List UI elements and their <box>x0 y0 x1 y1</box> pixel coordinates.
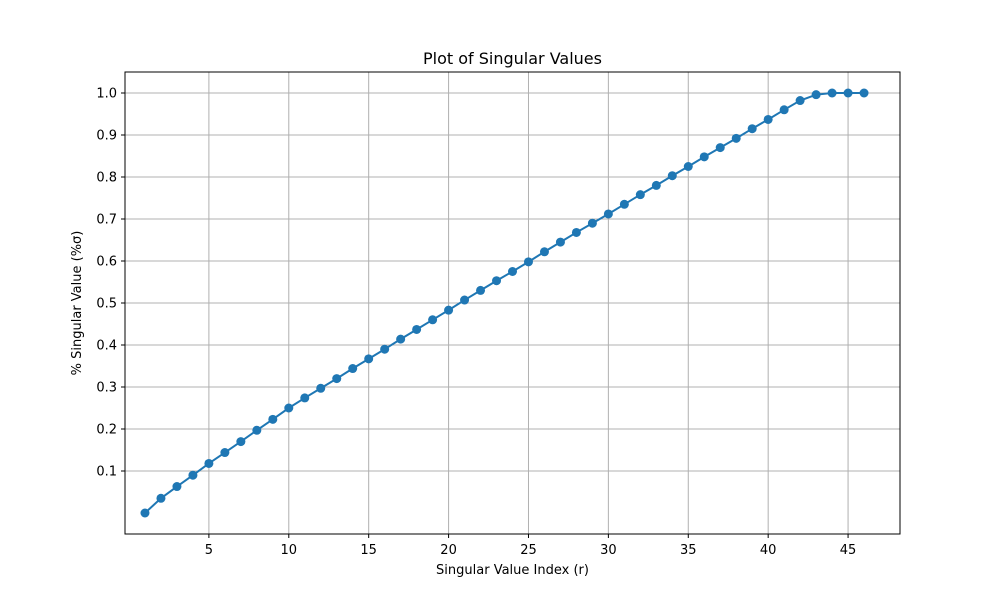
data-point <box>715 143 725 153</box>
data-point <box>827 88 837 98</box>
data-point <box>508 267 517 276</box>
data-point <box>492 276 502 286</box>
chart-title: Plot of Singular Values <box>423 49 602 68</box>
data-point <box>795 96 805 106</box>
x-tick-label: 20 <box>440 543 457 558</box>
data-point <box>380 344 390 354</box>
data-point <box>747 124 757 134</box>
data-point <box>731 133 741 143</box>
data-point <box>220 448 230 458</box>
y-tick-label: 1.0 <box>96 87 117 102</box>
series-layer <box>140 88 869 518</box>
data-point <box>539 247 549 257</box>
data-point <box>651 180 661 190</box>
data-point <box>843 88 853 98</box>
y-tick-label: 0.9 <box>96 129 117 144</box>
data-point <box>428 315 438 325</box>
x-axis-label: Singular Value Index (r) <box>436 563 589 578</box>
data-point <box>619 199 629 209</box>
x-tick-label: 40 <box>760 543 777 558</box>
data-point <box>763 114 773 124</box>
data-point <box>188 470 198 480</box>
y-tick-label: 0.2 <box>96 423 117 438</box>
x-tick-label: 30 <box>600 543 617 558</box>
x-tick-label: 15 <box>360 543 377 558</box>
data-point <box>364 354 374 364</box>
data-point <box>571 227 581 237</box>
data-point <box>667 171 677 181</box>
data-point <box>444 305 454 315</box>
data-point <box>476 285 486 295</box>
data-point <box>284 403 294 413</box>
x-tick-label: 35 <box>680 543 697 558</box>
data-point <box>523 257 533 267</box>
y-tick-label: 0.5 <box>96 297 117 312</box>
data-point <box>587 218 597 228</box>
y-tick-label: 0.7 <box>96 213 117 228</box>
x-tick-label: 10 <box>281 543 298 558</box>
data-point <box>332 374 342 384</box>
data-point <box>683 162 693 171</box>
data-point <box>555 237 565 247</box>
data-point <box>779 105 789 115</box>
y-axis-label: % Singular Value (%σ) <box>70 231 85 376</box>
data-point <box>316 383 326 393</box>
data-point <box>348 364 358 374</box>
x-tick-label: 45 <box>840 543 857 558</box>
data-point <box>396 334 406 344</box>
y-tick-label: 0.8 <box>96 171 117 186</box>
x-tick-label: 5 <box>205 543 213 558</box>
data-point <box>699 152 709 162</box>
data-point <box>603 209 613 219</box>
y-tick-label: 0.1 <box>96 465 117 480</box>
data-point <box>859 88 869 98</box>
data-point <box>236 437 246 447</box>
x-tick-label: 25 <box>520 543 537 558</box>
data-point <box>412 324 422 334</box>
grid-layer <box>125 72 900 534</box>
series-line <box>144 92 865 514</box>
data-point <box>300 393 310 403</box>
data-point <box>268 414 278 424</box>
data-point <box>635 190 645 200</box>
tick-layer: 5 10 15 20 25 30 35 40 45 0.1 0.2 0.3 0.4 0.5 0.6 0.7 0.… <box>96 87 856 559</box>
data-point <box>252 425 262 435</box>
y-tick-label: 0.3 <box>96 381 117 396</box>
data-point <box>140 508 150 518</box>
y-tick-label: 0.4 <box>96 339 117 354</box>
data-point <box>172 482 182 492</box>
data-point <box>460 295 470 305</box>
data-point <box>204 458 214 468</box>
data-point <box>156 493 166 503</box>
y-tick-label: 0.6 <box>96 255 117 270</box>
data-point <box>811 90 821 100</box>
